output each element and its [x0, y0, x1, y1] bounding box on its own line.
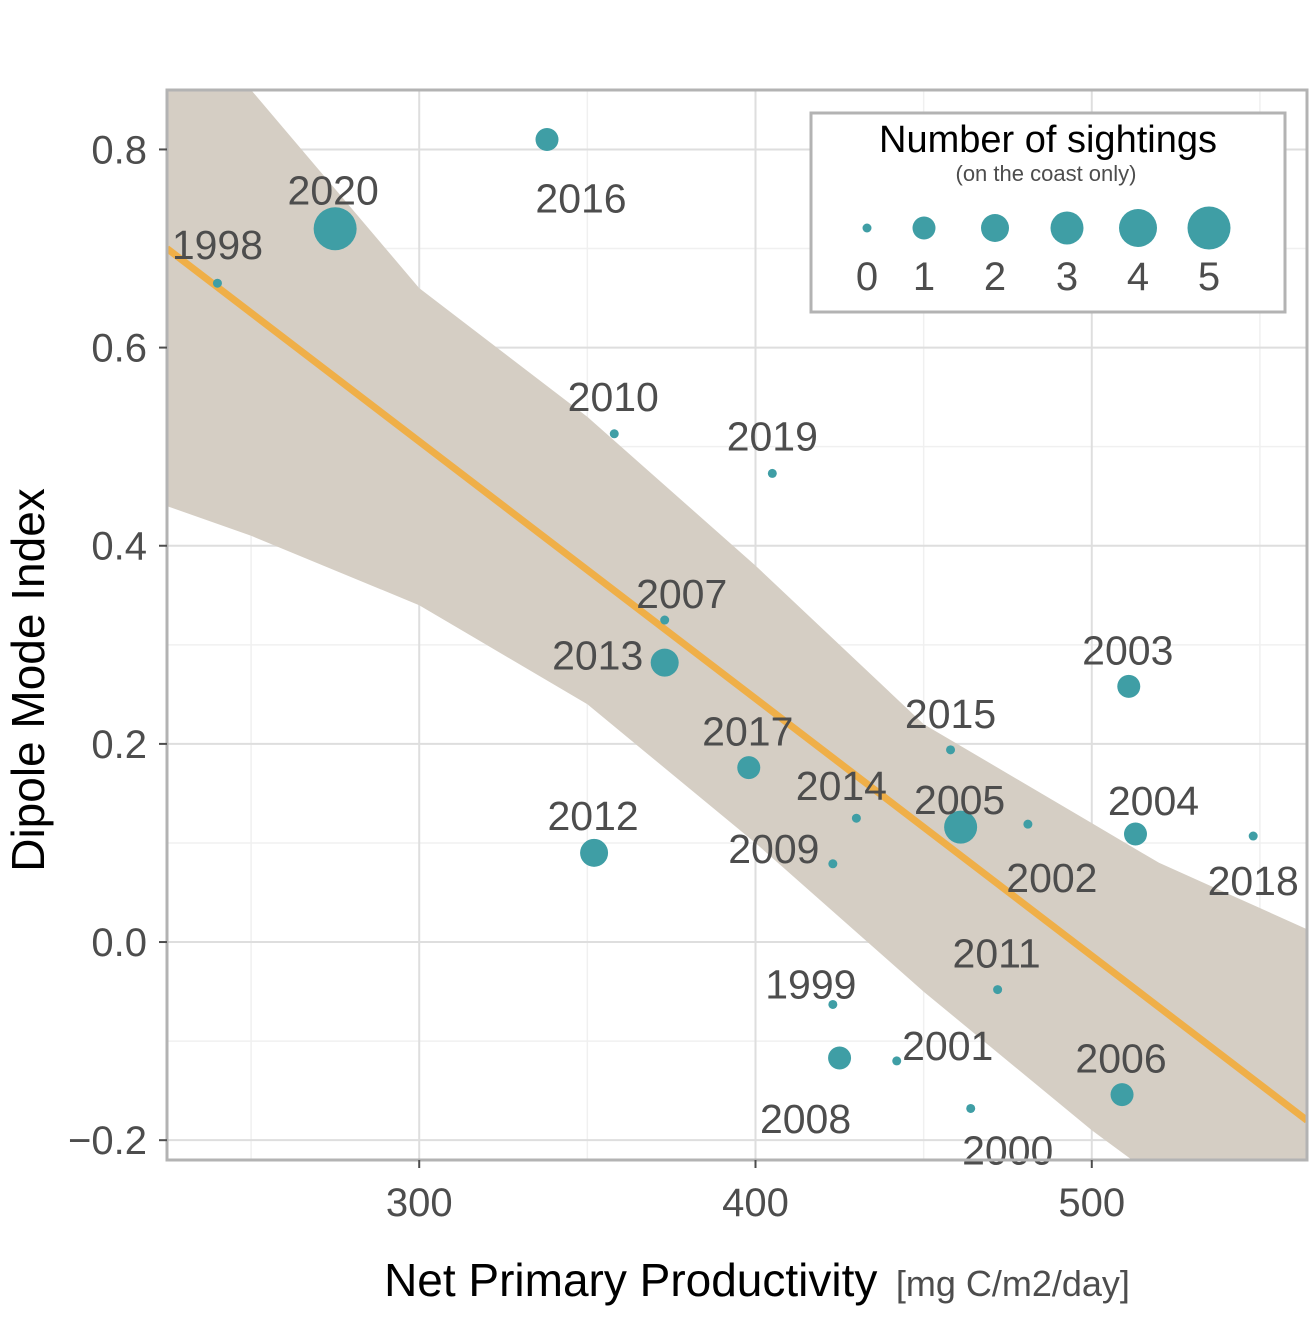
data-point — [660, 615, 670, 625]
legend-key-circle — [1119, 209, 1157, 247]
x-tick-label: 500 — [1058, 1181, 1125, 1225]
y-tick-label: 0.2 — [91, 723, 147, 767]
data-points — [212, 128, 1258, 1113]
legend-key-label: 3 — [1056, 255, 1078, 299]
data-point — [535, 128, 559, 152]
legend-key-circle — [1187, 206, 1231, 250]
year-label: 2020 — [288, 168, 379, 214]
legend-key-label: 1 — [913, 255, 935, 299]
legend-key-circle — [981, 214, 1009, 242]
data-point — [944, 810, 978, 844]
data-point — [946, 745, 956, 755]
legend-key-label: 4 — [1127, 255, 1149, 299]
data-point — [1123, 822, 1147, 846]
year-label: 2000 — [962, 1127, 1053, 1173]
legend-key-circle — [862, 223, 872, 233]
data-point — [313, 207, 357, 251]
year-label: 2016 — [535, 176, 626, 222]
data-point — [609, 429, 619, 439]
trend-line — [167, 245, 1307, 1124]
year-label: 2003 — [1082, 627, 1173, 673]
data-point — [212, 278, 222, 288]
data-point — [828, 999, 838, 1009]
year-label: 2012 — [547, 793, 638, 839]
y-axis: 0.8 0.6 0.4 0.2 0.0 −0.2 — [68, 128, 167, 1163]
data-point — [1248, 831, 1258, 841]
year-label: 2010 — [568, 374, 659, 420]
x-axis-title-unit: [mg C/m2/day] — [896, 1263, 1130, 1304]
y-axis-title: Dipole Mode Index — [2, 488, 54, 872]
y-tick-label: 0.4 — [91, 525, 147, 569]
year-label: 2004 — [1108, 778, 1199, 824]
data-point — [650, 648, 679, 677]
plot-panel-border — [165, 88, 1309, 1162]
data-point — [892, 1056, 902, 1066]
year-label: 2001 — [902, 1023, 993, 1069]
legend-key-circle — [912, 216, 936, 240]
data-point — [828, 1046, 852, 1070]
year-label: 1998 — [172, 222, 263, 268]
y-tick-label: 0.6 — [91, 327, 147, 371]
year-label: 2013 — [552, 633, 643, 679]
year-label: 2017 — [702, 709, 793, 755]
data-point — [1023, 819, 1033, 829]
x-tick-label: 300 — [386, 1181, 453, 1225]
data-point — [737, 756, 761, 780]
year-label: 2011 — [953, 931, 1041, 977]
year-label: 2006 — [1075, 1036, 1166, 1082]
legend-key-label: 0 — [856, 255, 878, 299]
legend-title: Number of sightings — [879, 119, 1217, 161]
year-label: 2002 — [1006, 855, 1097, 901]
data-point — [767, 468, 777, 478]
x-tick-label: 400 — [722, 1181, 789, 1225]
year-label: 2015 — [905, 691, 996, 737]
x-axis-title: Net Primary Productivity [mg C/m2/day] — [384, 1254, 1130, 1306]
legend-key-label: 5 — [1198, 255, 1220, 299]
legend-key-label: 2 — [984, 255, 1006, 299]
confidence-band — [167, 90, 1307, 1160]
x-axis: 300 400 500 — [386, 1160, 1125, 1225]
legend-key-circle — [1050, 211, 1084, 245]
data-point — [580, 838, 609, 867]
data-point — [1117, 674, 1141, 698]
year-label: 2009 — [728, 826, 819, 872]
data-point — [851, 813, 861, 823]
legend: Number of sightings (on the coast only) … — [809, 111, 1287, 314]
year-label: 2008 — [760, 1096, 851, 1142]
data-point — [993, 985, 1003, 995]
legend-subtitle: (on the coast only) — [956, 161, 1137, 186]
year-label: 2018 — [1208, 858, 1299, 904]
year-label: 2014 — [796, 763, 887, 809]
x-axis-title-main: Net Primary Productivity — [384, 1254, 877, 1306]
year-label: 2007 — [636, 571, 727, 617]
y-tick-label: −0.2 — [68, 1119, 147, 1163]
data-point — [1110, 1083, 1134, 1107]
y-tick-label: 0.0 — [91, 921, 147, 965]
y-tick-label: 0.8 — [91, 128, 147, 172]
year-label: 1999 — [765, 961, 856, 1007]
year-label: 2005 — [914, 777, 1005, 823]
data-point — [966, 1103, 976, 1113]
year-label: 2019 — [727, 413, 818, 459]
data-point — [828, 859, 838, 869]
